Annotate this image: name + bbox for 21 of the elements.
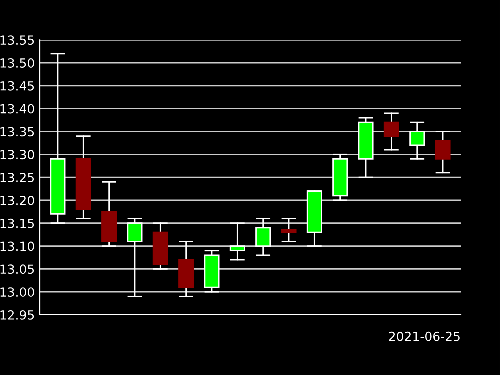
y-tick-label: 13.55	[0, 36, 34, 46]
y-tick-label: 13.20	[0, 196, 34, 206]
y-tick-label: 13.40	[0, 104, 34, 114]
candlestick	[230, 222, 246, 261]
y-tick-label: 13.30	[0, 150, 34, 160]
candlestick	[281, 218, 297, 242]
y-tick-label: 13.00	[0, 288, 34, 298]
x-axis-title: 2021-06-25	[389, 332, 460, 342]
y-tick-label: 13.25	[0, 173, 34, 182]
y-tick-label: 13.50	[0, 58, 34, 68]
y-tick-label: 12.95	[0, 310, 34, 320]
y-tick-label: 13.15	[0, 218, 34, 228]
candlestick	[384, 112, 400, 151]
y-tick-label: 13.35	[0, 127, 34, 137]
candlestick	[127, 218, 143, 298]
y-tick-label: 13.10	[0, 242, 34, 252]
y-tick-label: 13.05	[0, 264, 34, 274]
candlestick	[410, 122, 426, 160]
candlestick	[435, 131, 451, 174]
y-tick-label: 13.45	[0, 81, 34, 91]
candlestick	[256, 218, 272, 256]
